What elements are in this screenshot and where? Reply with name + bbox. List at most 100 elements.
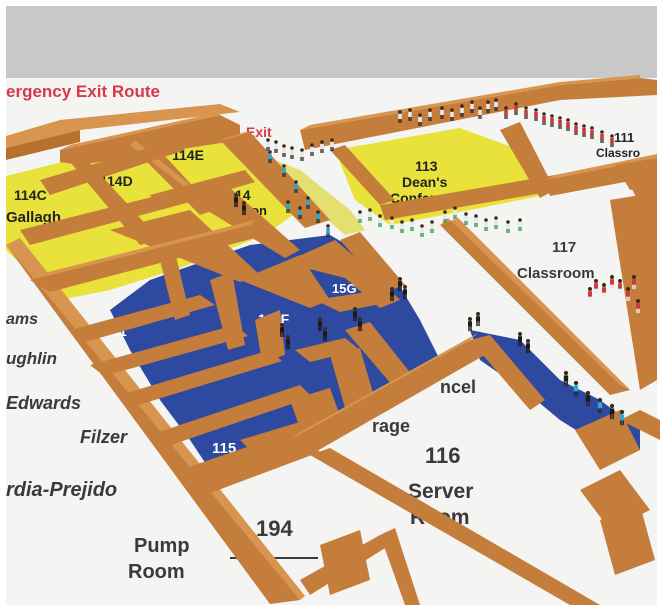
person-figure: [582, 124, 586, 137]
room-116-number: 116: [425, 443, 461, 468]
person-figure: [408, 108, 412, 121]
person-figure: [368, 208, 372, 221]
person-figure: [609, 403, 615, 420]
person-figure: [464, 212, 468, 225]
person-figure: [602, 283, 606, 298]
room-117-name: Classroom: [517, 265, 595, 282]
council-label: ncel: [440, 377, 476, 397]
person-figure: [619, 409, 625, 426]
person-figure: [443, 210, 447, 223]
person-figure: [358, 210, 362, 223]
person-figure: [470, 100, 474, 113]
person-figure: [316, 210, 320, 223]
person-figure: [410, 218, 414, 231]
person-figure: [563, 370, 569, 387]
person-figure: [558, 116, 562, 129]
person-figure: [574, 122, 578, 135]
name-gardia: rdia-Prejido: [6, 479, 117, 501]
person-figure: [234, 193, 238, 208]
person-figure: [468, 317, 472, 332]
room-113-number: 113: [415, 158, 438, 174]
room-194-name-1: Pump: [134, 535, 190, 557]
person-figure: [453, 206, 457, 219]
person-figure: [306, 196, 310, 209]
person-figure: [550, 114, 554, 127]
person-figure: [242, 201, 246, 216]
name-edwards: Edwards: [6, 393, 81, 413]
person-figure: [403, 285, 407, 300]
person-figure: [460, 104, 464, 117]
person-figure: [398, 110, 402, 123]
room-115-lower: 115: [212, 440, 236, 457]
person-figure: [400, 220, 404, 233]
person-figure: [326, 224, 330, 237]
person-figure: [597, 397, 603, 414]
person-figure: [590, 126, 594, 139]
person-figure: [440, 106, 444, 119]
person-figure: [585, 390, 591, 407]
person-figure: [494, 98, 498, 111]
person-figure: [542, 112, 546, 125]
person-figure: [286, 200, 290, 213]
room-114c-name: Gallagh: [6, 209, 61, 226]
person-figure: [320, 140, 324, 153]
person-figure: [420, 224, 424, 237]
room-114c-number: 114C: [14, 187, 47, 203]
room-194-number: 194: [256, 516, 293, 541]
person-figure: [636, 299, 640, 314]
person-figure: [610, 275, 614, 290]
person-figure: [450, 108, 454, 121]
plan-title: ergency Exit Route: [6, 82, 160, 101]
person-figure: [318, 317, 322, 332]
person-figure: [390, 287, 394, 302]
person-figure: [566, 118, 570, 131]
person-figure: [330, 138, 334, 151]
name-laughlin: ughlin: [6, 349, 57, 368]
evacuee-figures: [234, 98, 640, 426]
person-figure: [588, 287, 592, 302]
name-adams: ams: [6, 311, 38, 328]
person-figure: [494, 216, 498, 229]
person-figure: [282, 164, 286, 177]
room-194-name-2: Room: [128, 561, 185, 583]
person-figure: [524, 106, 528, 119]
person-figure: [323, 327, 327, 342]
person-figure: [266, 138, 270, 151]
person-figure: [378, 214, 382, 227]
person-figure: [353, 307, 357, 322]
person-figure: [398, 277, 402, 292]
person-figure: [274, 140, 278, 153]
person-figure: [286, 335, 290, 350]
person-figure: [573, 380, 579, 397]
person-figure: [390, 216, 394, 229]
person-figure: [518, 218, 522, 231]
person-figure: [534, 108, 538, 121]
person-figure: [618, 279, 622, 294]
person-figure: [484, 218, 488, 231]
person-figure: [518, 332, 522, 347]
person-figure: [478, 106, 482, 119]
person-figure: [428, 108, 432, 121]
top-gray-band: [6, 6, 657, 78]
person-figure: [486, 100, 490, 113]
person-figure: [526, 339, 530, 354]
person-figure: [310, 143, 314, 156]
person-figure: [294, 180, 298, 193]
person-figure: [358, 317, 362, 332]
person-figure: [594, 279, 598, 294]
person-figure: [474, 214, 478, 227]
walls-group: [6, 75, 660, 605]
person-figure: [430, 220, 434, 233]
person-figure: [600, 130, 604, 143]
person-figure: [300, 148, 304, 161]
person-figure: [506, 220, 510, 233]
person-figure: [504, 106, 508, 119]
person-figure: [476, 312, 480, 327]
storage-label: rage: [372, 416, 410, 436]
person-figure: [280, 323, 284, 338]
room-111-number: 111: [614, 130, 634, 145]
room-116-name-1: Server: [408, 480, 473, 503]
person-figure: [418, 113, 422, 126]
